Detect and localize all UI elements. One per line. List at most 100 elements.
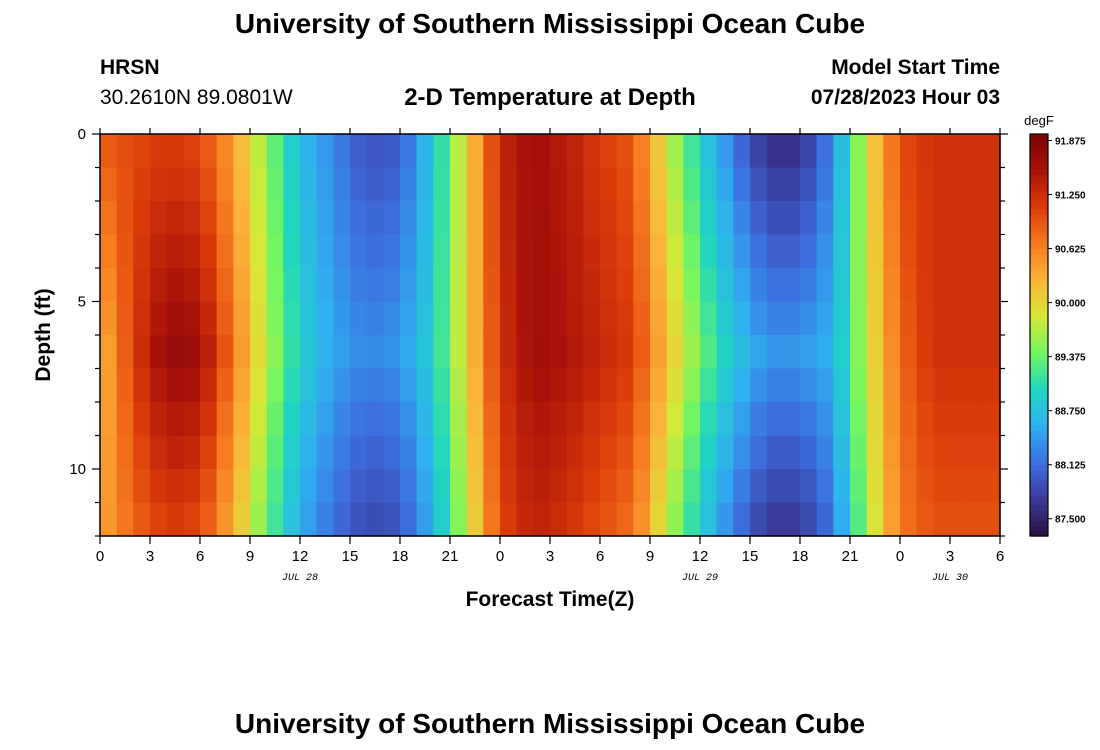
heatmap-cell — [316, 268, 334, 303]
heatmap-cell — [166, 234, 184, 269]
heatmap-cell — [150, 134, 168, 169]
heatmap-cell — [666, 134, 684, 169]
heatmap-cell — [883, 201, 901, 236]
heatmap-cell — [533, 368, 551, 403]
heatmap-cell — [266, 201, 284, 236]
heatmap-cell — [333, 368, 351, 403]
heatmap-cell — [900, 435, 918, 470]
heatmap-cell — [266, 335, 284, 370]
heatmap-cell — [400, 469, 418, 504]
heatmap-cell — [750, 368, 768, 403]
colorbar-segment — [1030, 304, 1048, 311]
heatmap-cell — [150, 502, 168, 537]
heatmap-cell — [166, 301, 184, 336]
heatmap-cell — [816, 335, 834, 370]
heatmap-cell — [483, 167, 501, 202]
heatmap-cell — [533, 435, 551, 470]
heatmap-cell — [950, 234, 968, 269]
heatmap-cell — [183, 435, 201, 470]
heatmap-cell — [716, 435, 734, 470]
heatmap-cell — [900, 134, 918, 169]
heatmap-cell — [166, 134, 184, 169]
heatmap-cell — [950, 402, 968, 437]
heatmap-cell — [800, 368, 818, 403]
colorbar-tick-label: 91.875 — [1055, 136, 1086, 147]
colorbar-segment — [1030, 480, 1048, 487]
heatmap-cell — [700, 234, 718, 269]
heatmap-cell — [666, 469, 684, 504]
heatmap-cell — [500, 335, 518, 370]
heatmap-cell — [883, 268, 901, 303]
heatmap-cell — [333, 268, 351, 303]
heatmap-cell — [716, 502, 734, 537]
heatmap-cell — [933, 201, 951, 236]
heatmap-cell — [816, 402, 834, 437]
colorbar-segment — [1030, 164, 1048, 170]
heatmap-cell — [616, 402, 634, 437]
heatmap-cell — [900, 335, 918, 370]
heatmap-cell — [416, 335, 434, 370]
heatmap-cell — [833, 435, 851, 470]
heatmap-cell — [783, 368, 801, 403]
heatmap-cell — [933, 502, 951, 537]
x-tick-label: 15 — [342, 548, 359, 565]
colorbar-segment — [1030, 470, 1048, 477]
heatmap-cell — [800, 435, 818, 470]
colorbar-segment — [1030, 219, 1048, 226]
heatmap-cell — [766, 301, 784, 336]
heatmap-cell — [733, 435, 751, 470]
heatmap-cell — [550, 335, 568, 370]
heatmap-cell — [683, 335, 701, 370]
heatmap-cell — [516, 134, 534, 169]
heatmap-cell — [500, 502, 518, 537]
heatmap-cell — [150, 268, 168, 303]
heatmap-cell — [966, 201, 984, 236]
heatmap-cell — [716, 301, 734, 336]
heatmap-cell — [466, 268, 484, 303]
heatmap-cell — [733, 134, 751, 169]
heatmap-cell — [200, 435, 218, 470]
x-tick-label: 6 — [196, 548, 204, 565]
heatmap-cell — [483, 201, 501, 236]
heatmap-cell — [166, 335, 184, 370]
heatmap-cell — [816, 469, 834, 504]
heatmap-cell — [283, 502, 301, 537]
heatmap-cell — [166, 469, 184, 504]
heatmap-cell — [550, 201, 568, 236]
heatmap-cell — [566, 234, 584, 269]
x-tick-label: 0 — [96, 548, 104, 565]
heatmap-cell — [150, 167, 168, 202]
heatmap-cell — [450, 502, 468, 537]
heatmap-cell — [383, 469, 401, 504]
heatmap-cell — [833, 134, 851, 169]
heatmap-cell — [516, 435, 534, 470]
heatmap-cell — [433, 201, 451, 236]
colorbar-segment — [1030, 495, 1048, 502]
heatmap-cell — [233, 335, 251, 370]
heatmap-cell — [750, 201, 768, 236]
colorbar-segment — [1030, 450, 1048, 457]
colorbar-segment — [1030, 329, 1048, 336]
heatmap-cell — [450, 469, 468, 504]
heatmap-cell — [400, 368, 418, 403]
heatmap-cell — [450, 301, 468, 336]
heatmap-cell — [600, 469, 618, 504]
heatmap-cell — [533, 201, 551, 236]
heatmap-cell — [616, 368, 634, 403]
heatmap-cell — [700, 502, 718, 537]
heatmap-cell — [383, 268, 401, 303]
heatmap-cell — [983, 435, 1001, 470]
heatmap-cell — [550, 368, 568, 403]
heatmap-cell — [683, 502, 701, 537]
colorbar-segment — [1030, 425, 1048, 432]
y-axis-title: Depth (ft) — [32, 288, 55, 381]
colorbar-segment — [1030, 420, 1048, 427]
heatmap-cell — [683, 268, 701, 303]
heatmap-cell — [966, 502, 984, 537]
heatmap-cell — [216, 167, 234, 202]
heatmap-cell — [966, 402, 984, 437]
colorbar-segment — [1030, 400, 1048, 406]
heatmap-cell — [766, 167, 784, 202]
heatmap-cell — [283, 167, 301, 202]
heatmap-cell — [583, 469, 601, 504]
